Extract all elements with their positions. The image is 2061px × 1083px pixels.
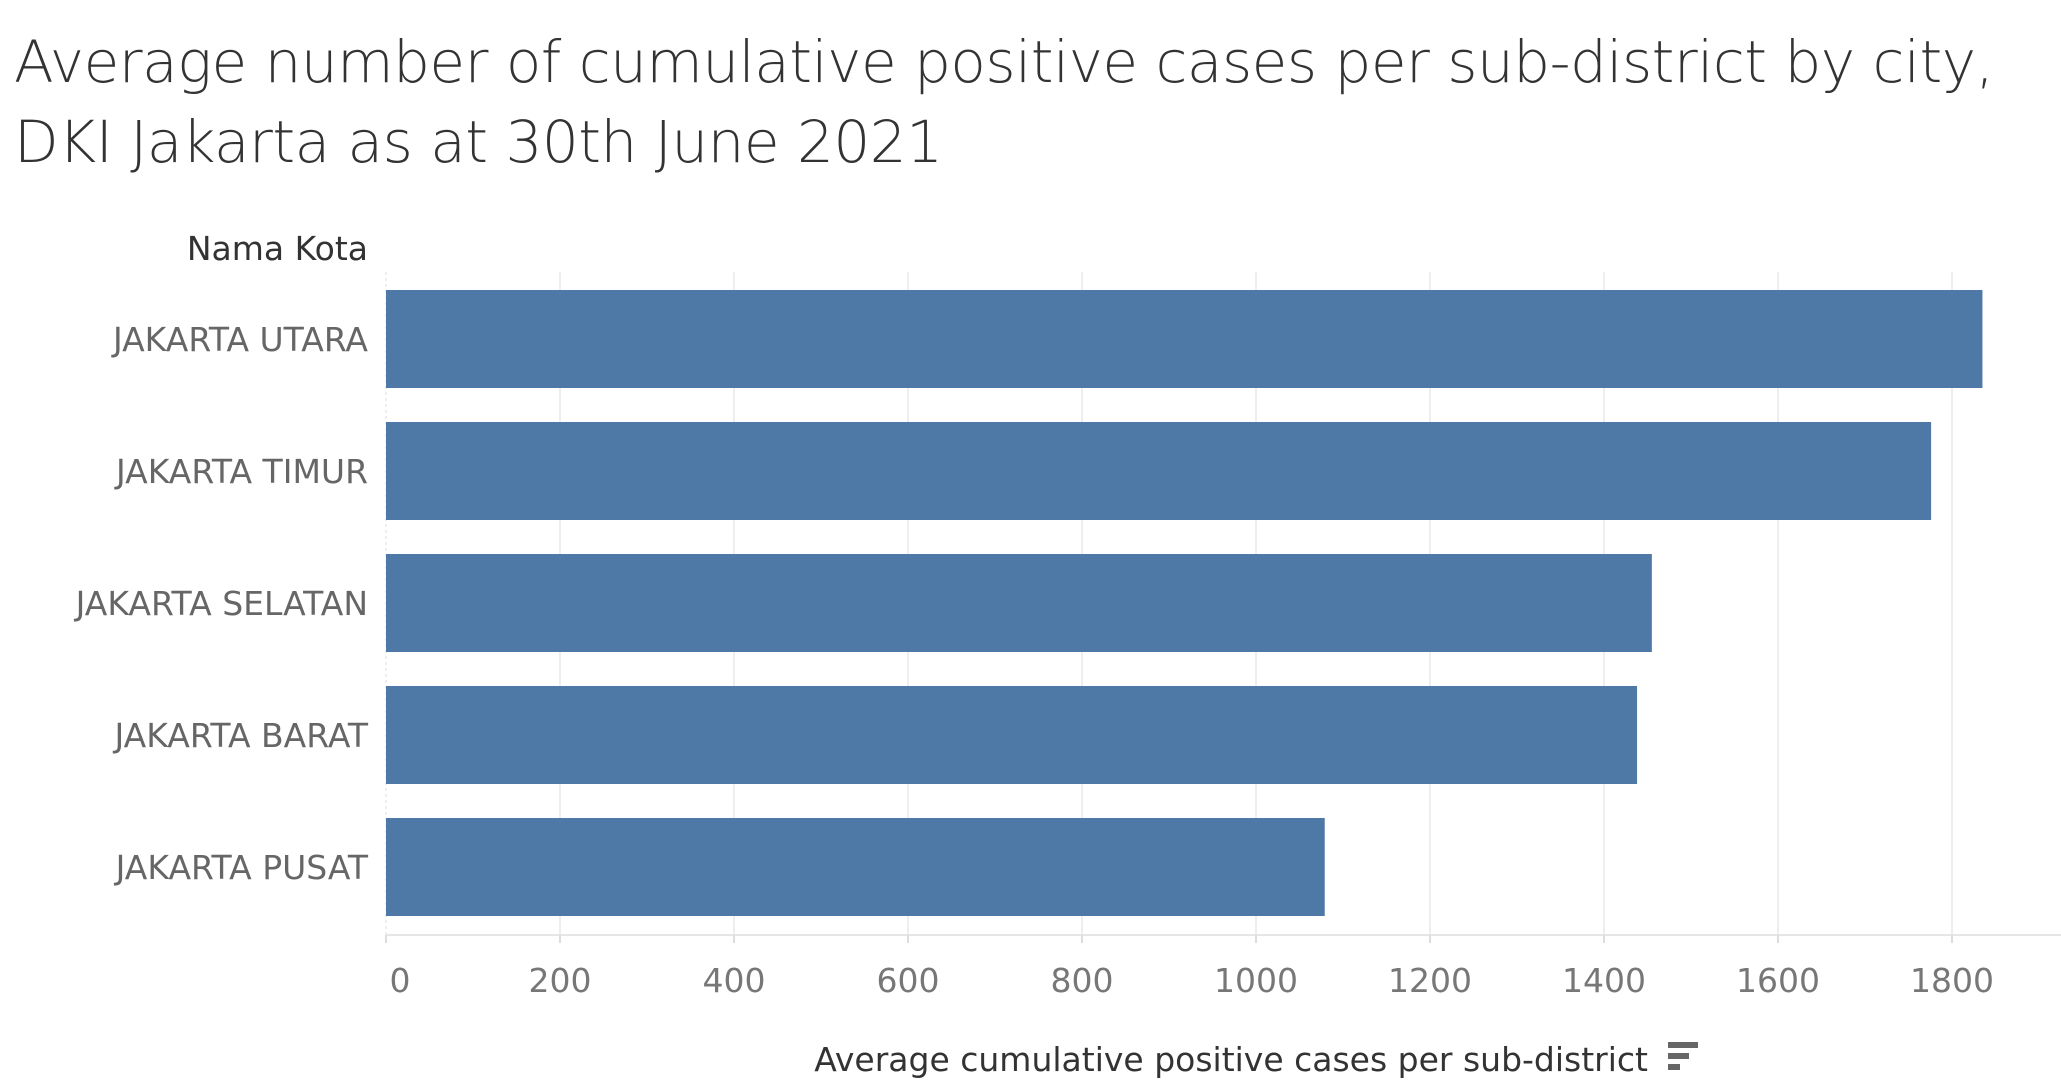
tick-label: 0 xyxy=(390,961,411,1000)
sort-descending-icon[interactable] xyxy=(1668,1042,1698,1070)
category-label: JAKARTA BARAT xyxy=(112,716,368,755)
category-label: JAKARTA TIMUR xyxy=(114,452,368,491)
tick-label: 1000 xyxy=(1214,961,1298,1000)
tick-label: 1800 xyxy=(1910,961,1994,1000)
tick-label: 1200 xyxy=(1388,961,1472,1000)
x-axis-title: Average cumulative positive cases per su… xyxy=(814,1040,1648,1079)
bar[interactable] xyxy=(386,686,1638,784)
tick-label: 200 xyxy=(529,961,592,1000)
x-ticks: 0 200 400 600 800 1000 1200 1400 1600 1800 xyxy=(385,935,1994,1000)
bar[interactable] xyxy=(386,290,1983,388)
tick-label: 1600 xyxy=(1736,961,1820,1000)
bar[interactable] xyxy=(386,422,1932,520)
row-header: Nama Kota xyxy=(187,229,368,268)
chart-title: Average number of cumulative positive ca… xyxy=(14,28,1994,176)
bar[interactable] xyxy=(386,554,1652,652)
category-label: JAKARTA UTARA xyxy=(111,320,368,359)
category-label: JAKARTA SELATAN xyxy=(74,584,368,623)
tick-label: 400 xyxy=(703,961,766,1000)
tick-label: 800 xyxy=(1051,961,1114,1000)
bars xyxy=(386,290,1983,916)
tick-label: 600 xyxy=(877,961,940,1000)
category-label: JAKARTA PUSAT xyxy=(114,848,369,887)
category-labels: JAKARTA UTARA JAKARTA TIMUR JAKARTA SELATA… xyxy=(74,320,369,887)
bar[interactable] xyxy=(386,818,1325,916)
tick-label: 1400 xyxy=(1562,961,1646,1000)
